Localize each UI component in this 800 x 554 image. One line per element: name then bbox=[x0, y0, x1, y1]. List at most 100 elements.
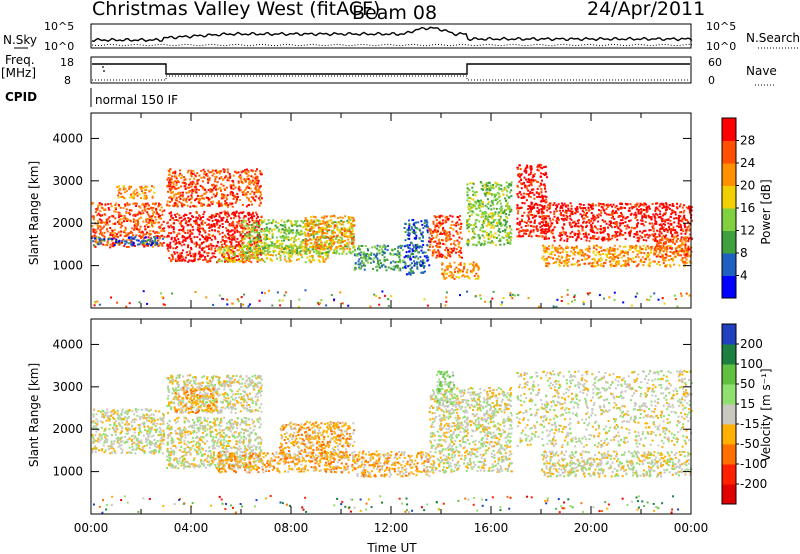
scatter-cell bbox=[533, 193, 536, 196]
scatter-cell bbox=[559, 209, 562, 212]
scatter-cell bbox=[489, 192, 492, 195]
scatter-cell bbox=[523, 192, 525, 195]
scatter-cell bbox=[611, 237, 614, 240]
scatter-cell bbox=[517, 294, 520, 297]
scatter-cell bbox=[175, 196, 178, 199]
scatter-cell bbox=[393, 248, 396, 251]
scatter-cell bbox=[290, 260, 293, 263]
scatter-cell bbox=[424, 251, 427, 254]
scatter-cell bbox=[254, 170, 257, 173]
scatter-cell bbox=[195, 219, 198, 222]
scatter-cell bbox=[304, 247, 307, 250]
scatter-cell bbox=[359, 248, 361, 251]
scatter-cell bbox=[171, 258, 174, 261]
scatter-cell bbox=[265, 223, 268, 226]
scatter-cell bbox=[271, 228, 274, 231]
scatter-cell bbox=[516, 193, 519, 195]
scatter-cell bbox=[357, 248, 360, 251]
scatter-cell bbox=[381, 248, 383, 251]
scatter-cell bbox=[209, 190, 212, 193]
scatter-cell bbox=[217, 200, 220, 203]
scatter-cell bbox=[254, 246, 257, 249]
scatter-cell bbox=[144, 236, 147, 239]
scatter-cell bbox=[94, 245, 97, 248]
scatter-cell bbox=[248, 256, 251, 259]
scatter-cell bbox=[518, 172, 521, 175]
scatter-cell bbox=[407, 254, 410, 257]
scatter-cell bbox=[593, 215, 596, 218]
scatter-cell bbox=[262, 252, 265, 255]
scatter-cell bbox=[402, 266, 404, 269]
scatter-cell bbox=[331, 215, 334, 218]
scatter-cell bbox=[447, 249, 449, 251]
scatter-cell bbox=[126, 218, 129, 220]
scatter-cell bbox=[488, 241, 491, 244]
scatter-cell bbox=[425, 254, 428, 257]
scatter-cell bbox=[505, 188, 508, 191]
scatter-cell bbox=[117, 222, 120, 225]
scatter-cell bbox=[95, 238, 98, 241]
scatter-cell bbox=[200, 255, 203, 258]
scatter-cell bbox=[596, 228, 599, 231]
scatter-cell bbox=[426, 229, 429, 232]
scatter-cell bbox=[158, 216, 161, 219]
scatter-cell bbox=[397, 261, 400, 263]
scatter-cell bbox=[420, 260, 422, 263]
scatter-cell bbox=[262, 229, 265, 232]
scatter-cell bbox=[138, 205, 141, 208]
scatter-cell bbox=[453, 277, 456, 280]
scatter-cell bbox=[494, 213, 497, 216]
scatter-cell bbox=[484, 191, 487, 194]
scatter-cell bbox=[209, 188, 212, 190]
scatter-cell bbox=[469, 224, 472, 226]
scatter-cell bbox=[612, 215, 614, 218]
scatter-cell bbox=[427, 256, 430, 259]
scatter-cell bbox=[198, 223, 200, 226]
scatter-cell bbox=[207, 252, 210, 255]
scatter-cell bbox=[352, 243, 355, 246]
scatter-cell bbox=[487, 235, 490, 238]
scatter-cell bbox=[206, 204, 209, 207]
scatter-cell bbox=[179, 169, 182, 172]
scatter-cell bbox=[509, 210, 512, 213]
scatter-cell bbox=[267, 289, 270, 292]
scatter-cell bbox=[420, 220, 423, 223]
scatter-cell bbox=[341, 252, 344, 255]
scatter-cell bbox=[213, 252, 216, 255]
scatter-cell bbox=[135, 219, 138, 222]
scatter-cell bbox=[132, 243, 135, 246]
scatter-cell bbox=[232, 174, 235, 177]
scatter-cell bbox=[562, 209, 564, 212]
scatter-cell bbox=[256, 168, 258, 171]
scatter-cell bbox=[108, 238, 111, 241]
scatter-cell bbox=[244, 220, 247, 223]
scatter-cell bbox=[194, 186, 197, 189]
scatter-cell bbox=[175, 177, 178, 180]
scatter-cell bbox=[525, 178, 528, 181]
scatter-cell bbox=[444, 256, 447, 259]
scatter-cell bbox=[126, 246, 128, 248]
scatter-cell bbox=[161, 244, 164, 247]
scatter-cell bbox=[527, 216, 530, 219]
scatter-cell bbox=[466, 199, 469, 202]
scatter-cell bbox=[190, 231, 193, 234]
scatter-cell bbox=[174, 180, 177, 183]
scatter-cell bbox=[242, 211, 245, 214]
scatter-cell bbox=[163, 236, 166, 238]
scatter-cell bbox=[190, 248, 193, 251]
scatter-cell bbox=[330, 232, 333, 234]
scatter-cell bbox=[260, 219, 263, 222]
scatter-cell bbox=[665, 203, 668, 206]
scatter-cell bbox=[313, 250, 316, 253]
scatter-cell bbox=[92, 218, 95, 221]
scatter-cell bbox=[688, 294, 691, 297]
scatter-cell bbox=[620, 222, 623, 225]
scatter-cell bbox=[601, 239, 604, 242]
scatter-cell bbox=[201, 234, 203, 237]
scatter-cell bbox=[441, 263, 444, 266]
scatter-cell bbox=[541, 230, 544, 233]
scatter-cell bbox=[532, 230, 535, 233]
scatter-cell bbox=[492, 185, 495, 188]
nsearch-label: N.Search bbox=[746, 31, 800, 45]
scatter-cell bbox=[236, 229, 239, 232]
